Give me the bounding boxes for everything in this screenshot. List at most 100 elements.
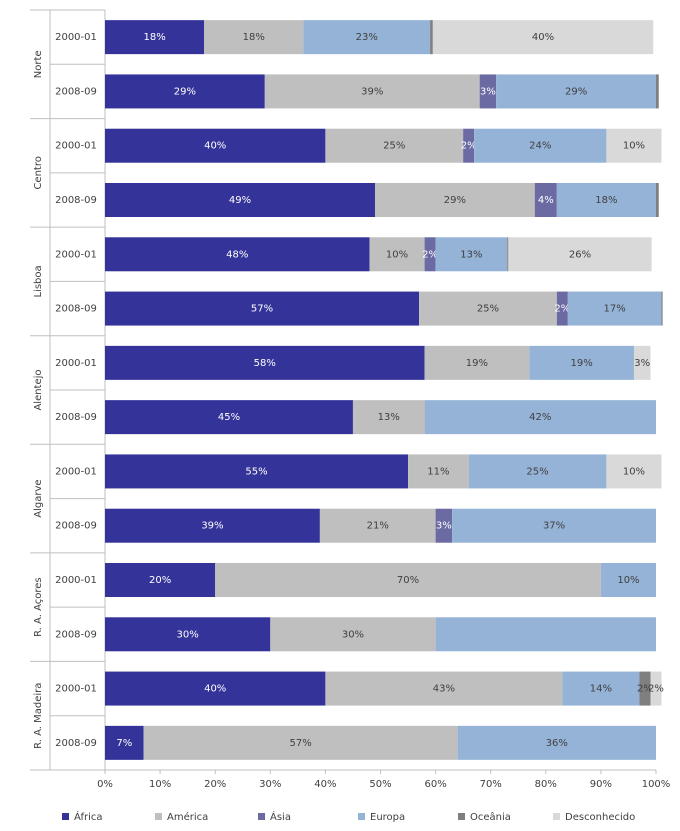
bar-segment [556, 291, 568, 326]
bar-segment [369, 237, 425, 272]
data-label: 40% [532, 32, 554, 43]
data-label: 39% [361, 86, 383, 97]
bar-segment [463, 128, 475, 163]
data-label: 17% [604, 304, 626, 315]
legend-swatch [358, 813, 365, 820]
bar-segment [419, 291, 557, 326]
data-label: 20% [149, 575, 171, 586]
y-tick-label: 2000-01 [55, 32, 97, 43]
bar-segment [325, 671, 563, 706]
legend-label: Ásia [270, 810, 291, 823]
x-tick-label: 10% [149, 779, 171, 790]
data-label: 19% [570, 358, 592, 369]
bar-segment [105, 128, 326, 163]
bar-segment [496, 74, 656, 109]
data-label: 40% [204, 141, 226, 152]
bar-segment [435, 508, 453, 543]
y-tick-label: 2008-09 [55, 521, 97, 532]
bar-segment [606, 128, 662, 163]
y-tick-label: 2008-09 [55, 304, 97, 315]
data-label: 26% [569, 249, 591, 260]
data-label: 29% [565, 86, 587, 97]
bar-segment [215, 563, 601, 597]
bar-segment [105, 291, 420, 326]
data-label: 10% [623, 141, 645, 152]
bar-segment [105, 725, 144, 760]
data-label: 13% [460, 249, 482, 260]
group-label: Centro [33, 156, 44, 189]
x-tick-label: 90% [590, 779, 612, 790]
x-tick-label: 30% [259, 779, 281, 790]
bar-segment [105, 400, 353, 435]
y-tick-label: 2000-01 [55, 575, 97, 586]
bar-segment [319, 508, 436, 543]
data-label: 43% [433, 684, 455, 695]
legend-swatch [553, 813, 560, 820]
bar-segment [452, 508, 656, 543]
y-tick-label: 2008-09 [55, 195, 97, 206]
x-tick-label: 20% [204, 779, 226, 790]
bar-segment [507, 237, 509, 272]
legend-label: África [74, 810, 103, 823]
data-label: 42% [529, 412, 551, 423]
bar-segment [325, 128, 464, 163]
bar-segment [474, 128, 607, 163]
bar-segment [556, 183, 656, 217]
data-label: 49% [229, 195, 251, 206]
legend-label: Europa [370, 812, 405, 823]
bar-segment [105, 617, 271, 652]
data-label: 10% [386, 249, 408, 260]
data-label: 4% [538, 195, 554, 206]
bar-segment [529, 345, 634, 380]
bar-segment [143, 725, 458, 760]
legend-swatch [62, 813, 69, 820]
y-tick-label: 2008-09 [55, 629, 97, 640]
group-label: R. A. Açores [33, 577, 44, 637]
legend-swatch [458, 813, 465, 820]
bar-segment [435, 617, 656, 652]
bar-segment [424, 237, 436, 272]
data-label: 19% [466, 358, 488, 369]
legend-label: América [167, 811, 208, 823]
data-label: 10% [623, 466, 645, 477]
bar-segment [534, 183, 557, 217]
legend-swatch [155, 813, 162, 820]
data-label: 57% [289, 738, 311, 749]
data-label: 21% [367, 521, 389, 532]
bar-segment [204, 20, 304, 55]
bar-segment [435, 237, 508, 272]
bar-segment [650, 671, 662, 706]
bar-segment [105, 20, 205, 55]
bar-segment [562, 671, 640, 706]
bar-segment [457, 725, 656, 760]
data-label: 10% [617, 575, 639, 586]
bar-segment [430, 20, 433, 55]
y-tick-label: 2000-01 [55, 684, 97, 695]
bar-segment [105, 183, 375, 217]
bar-segment [424, 400, 656, 435]
bar-segment [105, 237, 370, 272]
data-label: 45% [218, 412, 240, 423]
x-tick-label: 80% [535, 779, 557, 790]
data-label: 2% [422, 249, 438, 260]
bar-segment [105, 563, 216, 597]
bar-segment [479, 74, 497, 109]
bar-segment [270, 617, 436, 652]
data-label: 18% [243, 32, 265, 43]
data-label: 3% [634, 358, 650, 369]
group-label: Alentejo [33, 369, 44, 410]
x-tick-label: 100% [642, 779, 671, 790]
bar-segment [408, 454, 469, 489]
group-label: Lisboa [33, 265, 44, 297]
group-label: Norte [33, 50, 44, 78]
bar-segment [656, 74, 659, 109]
group-label: Algarve [33, 479, 44, 517]
data-label: 2% [648, 684, 664, 695]
bar-segment [105, 508, 320, 543]
bar-segment [508, 237, 652, 272]
data-label: 14% [590, 684, 612, 695]
x-tick-label: 50% [369, 779, 391, 790]
data-label: 23% [356, 32, 378, 43]
y-tick-label: 2008-09 [55, 738, 97, 749]
